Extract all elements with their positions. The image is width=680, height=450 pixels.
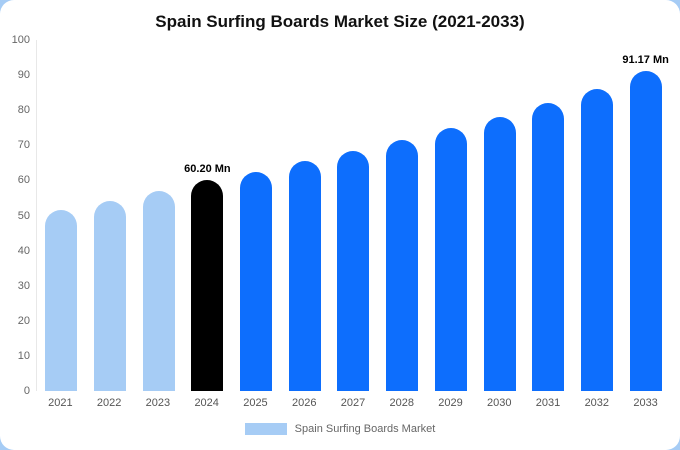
x-tick-label-2024: 2024 [194,397,219,409]
x-tick-label-2032: 2032 [584,397,610,409]
bar-2028 [386,140,419,391]
bar-slot-2026 [280,40,329,391]
y-tick-label: 40 [17,244,30,257]
x-tick-label-2030: 2030 [487,397,512,409]
bar-slot-2030 [475,40,524,391]
y-tick-label: 0 [23,385,30,397]
y-tick-label: 10 [17,349,30,362]
x-tick-label-2026: 2026 [291,397,317,409]
x-axis: 2021 2022 2023 2024 2025 2026 2027 2028 2029 2030… [36,397,670,413]
bar-slot-2023 [134,40,183,391]
bar-2024 [191,179,224,391]
x-tick-label-2028: 2028 [389,397,414,409]
bar-slot-2033: 91.17 Mn [621,40,670,391]
plot-column: 60.20 Mn 91.17 Mn 2021 2022 2023 2024 2025 202… [36,40,670,413]
bar-2022 [94,201,127,391]
bar-2023 [142,190,175,391]
y-tick-label: 80 [17,104,30,117]
bar-slot-2029 [427,40,476,391]
legend-item[interactable]: Spain Surfing Boards Market [0,423,680,435]
bar-slot-2027 [329,40,378,391]
chart-title: Spain Surfing Boards Market Size (2021-2… [155,12,525,31]
legend-label: Spain Surfing Boards Market [294,423,436,435]
y-tick-label: 20 [17,314,30,327]
bar-slot-2024: 60.20 Mn [183,40,232,391]
bar-2025 [240,171,273,391]
y-tick-label: 30 [17,279,30,292]
bar-2030 [483,117,516,391]
x-tick-label-2027: 2027 [340,397,366,409]
bar-2026 [288,161,321,391]
bar-slot-2028 [378,40,427,391]
x-tick-label-2029: 2029 [438,397,463,409]
x-tick-label-2023: 2023 [145,397,171,409]
chart-area: 100 90 80 70 60 50 40 30 20 10 0 60.20 Mn 91.17 Mn … [6,34,670,413]
x-tick-label-2033: 2033 [633,397,658,409]
bar-2032 [580,89,613,391]
bar-2027 [337,150,370,391]
legend-swatch [244,423,287,435]
bar-slot-2025 [232,40,281,391]
bar-slot-2031 [524,40,573,391]
bar-2029 [434,127,467,391]
x-tick-label-2031: 2031 [535,397,561,409]
y-tick-label: 100 [11,34,30,46]
bar-slot-2032 [573,40,622,391]
bar-slot-2021 [37,40,86,391]
plot-area: 60.20 Mn 91.17 Mn [36,40,670,391]
value-label-2024: 60.20 Mn [184,162,231,175]
y-tick-label: 70 [17,139,30,152]
bar-2021 [45,210,78,391]
bar-2033 [629,71,662,391]
value-label-2033: 91.17 Mn [622,54,669,66]
bar-slot-2022 [86,40,135,391]
x-tick-label-2025: 2025 [243,397,268,409]
y-tick-label: 60 [17,174,30,187]
y-axis: 100 90 80 70 60 50 40 30 20 10 0 [6,34,36,397]
x-tick-label-2022: 2022 [96,397,122,409]
x-tick-label-2021: 2021 [48,397,73,409]
y-tick-label: 90 [17,69,30,82]
bar-2031 [532,103,565,391]
y-tick-label: 50 [17,209,30,222]
